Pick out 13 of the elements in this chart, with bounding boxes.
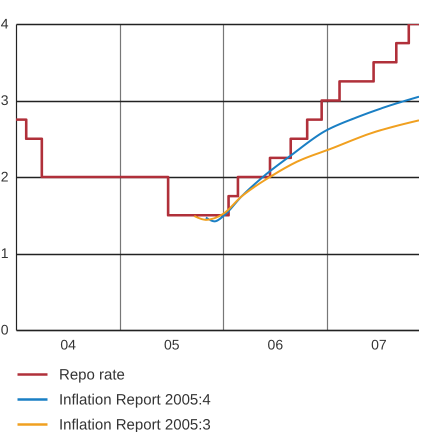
y-tick-label: 0 <box>0 322 9 338</box>
y-tick-label: 1 <box>0 245 9 261</box>
line-series <box>204 96 419 222</box>
y-tick-label: 3 <box>0 92 9 108</box>
y-tick-label: 4 <box>0 16 9 32</box>
x-tick-label: 07 <box>371 336 387 352</box>
legend-label: Inflation Report 2005:4 <box>59 392 211 408</box>
x-tick-label: 04 <box>60 336 76 352</box>
x-tick-label: 05 <box>164 336 180 352</box>
x-tick-label: 06 <box>268 336 284 352</box>
line-series <box>193 119 419 221</box>
legend-label: Repo rate <box>59 366 125 384</box>
y-tick-label: 2 <box>0 168 9 184</box>
